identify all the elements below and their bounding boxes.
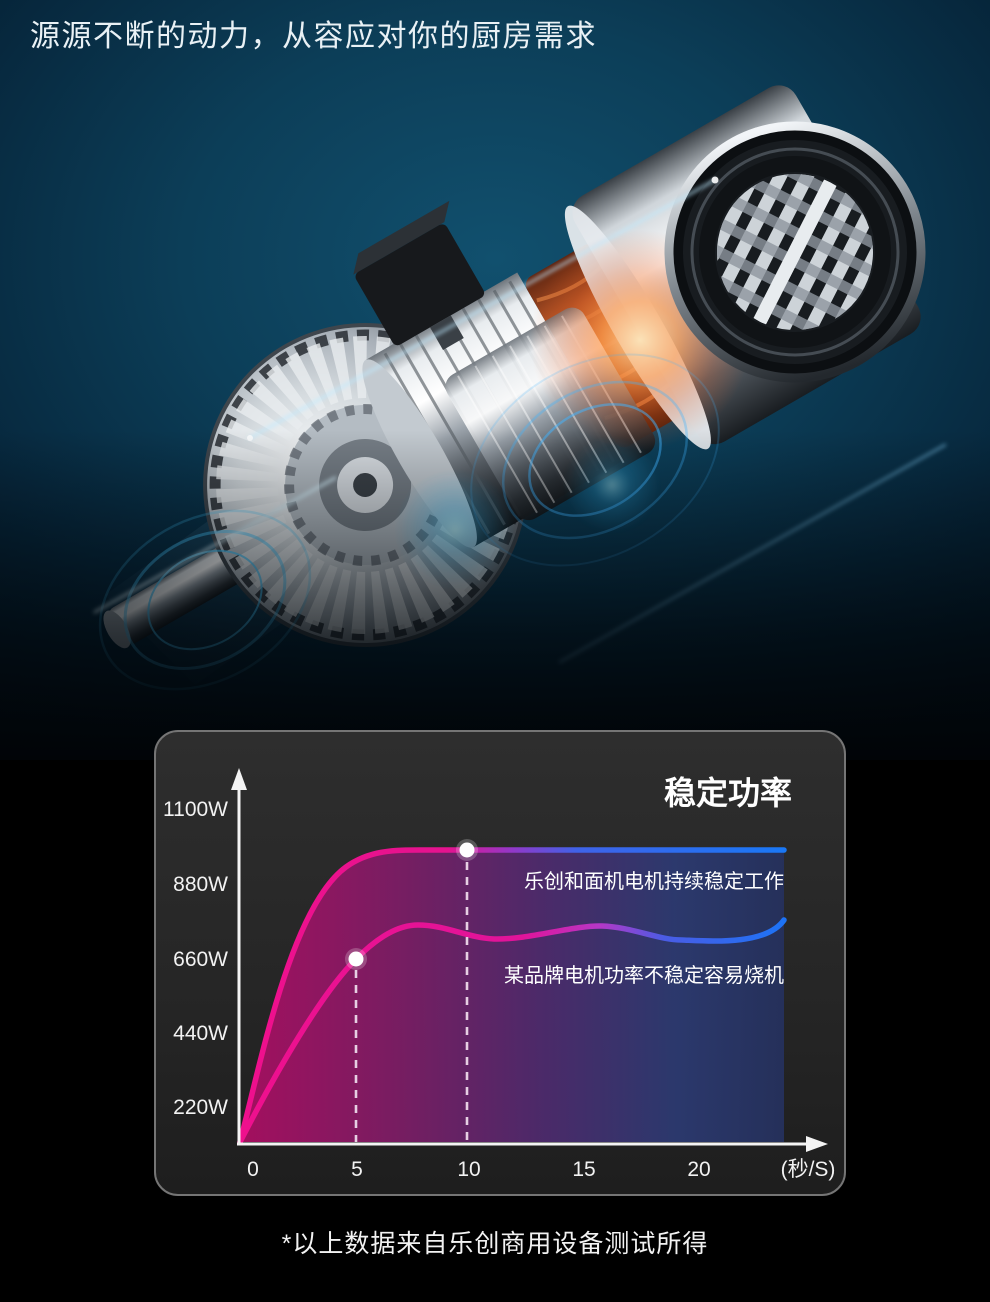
x-axis-unit: (秒/S) [781,1158,836,1181]
x-tick-10: 10 [457,1158,480,1181]
footnote: *以上数据来自乐创商用设备测试所得 [281,1230,709,1258]
hero-section: 源源不断的动力，从容应对你的厨房需求 [0,0,990,760]
power-chart: 稳定功率 [163,768,836,1181]
x-tick-15: 15 [572,1158,595,1181]
x-axis-arrow [806,1136,828,1152]
hero-bottom-fade [0,430,990,760]
y-tick-220w: 220W [173,1096,228,1119]
chart-title: 稳定功率 [664,775,792,811]
headline: 源源不断的动力，从容应对你的厨房需求 [30,20,597,53]
stable-series-area [240,849,784,1142]
unstable-series-line [237,917,787,1145]
marker-dot-990w [456,839,478,861]
axes [237,786,812,1146]
unstable-series-label: 某品牌电机功率不稳定容易烧机 [504,964,784,987]
y-tick-440w: 440W [173,1022,228,1045]
power-chart-panel: 稳定功率 [154,730,846,1196]
x-tick-20: 20 [687,1158,710,1181]
y-tick-880w: 880W [173,873,228,896]
x-tick-5: 5 [351,1158,363,1181]
marker-dot-660w [345,948,367,970]
y-tick-1100w: 1100W [163,798,228,821]
x-tick-0: 0 [247,1158,259,1181]
stable-series-line [237,847,787,1145]
y-axis-arrow [231,768,247,790]
fan-grille-cap [664,121,926,383]
dashed-guides [354,862,469,1142]
y-tick-660w: 660W [173,948,228,971]
stable-series-label: 乐创和面机电机持续稳定工作 [524,870,784,893]
